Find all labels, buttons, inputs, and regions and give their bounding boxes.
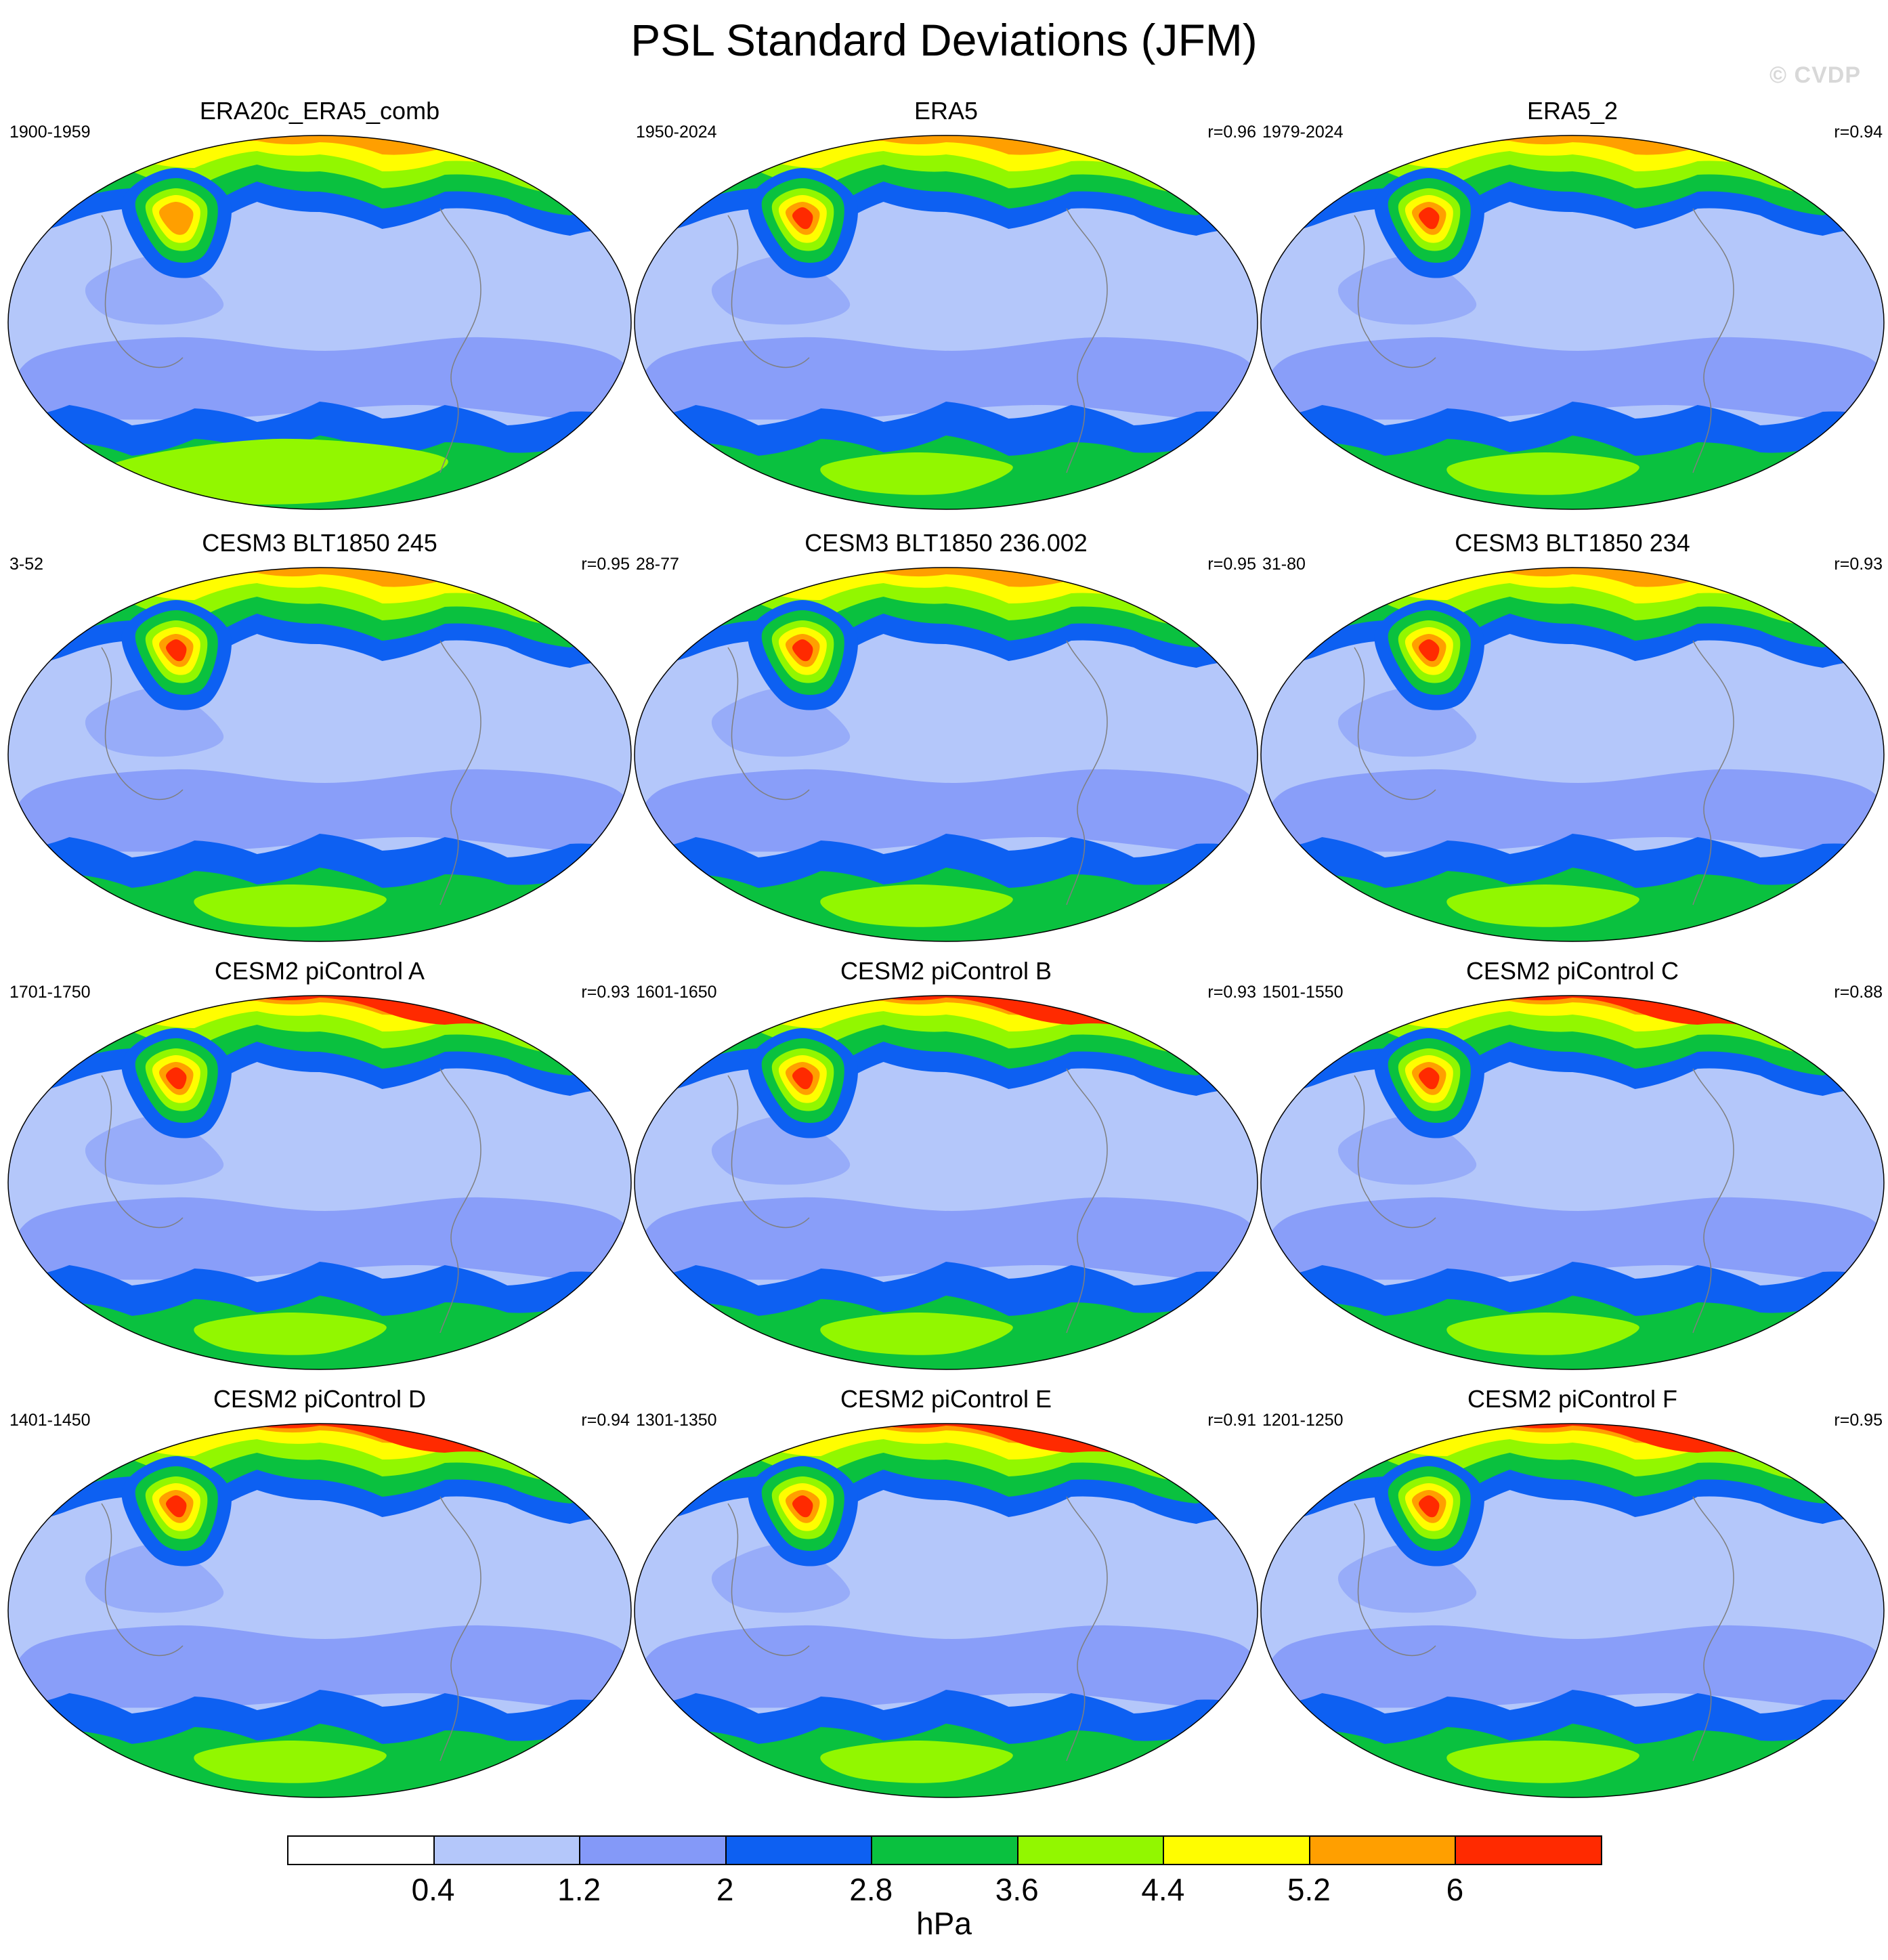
panel-period: 1401-1450 <box>9 1411 91 1430</box>
colorbar-tick-label: 5.2 <box>1287 1872 1331 1907</box>
colorbar-tick-label: 3.6 <box>995 1872 1039 1907</box>
psl-stddev-map <box>634 1423 1258 1798</box>
figure-title: PSL Standard Deviations (JFM) <box>630 15 1258 65</box>
panel-title: ERA5_2 <box>1526 97 1618 125</box>
colorbar <box>287 1835 1602 1868</box>
psl-stddev-map <box>1260 995 1885 1370</box>
panel-title: CESM2 piControl A <box>214 957 425 985</box>
colorbar-tick-label: 1.2 <box>557 1872 601 1907</box>
map-panel: CESM2 piControl E 1301-1350 r=0.91 <box>633 1384 1259 1799</box>
panel-title: CESM2 piControl C <box>1465 957 1679 985</box>
panel-period: 1501-1550 <box>1262 983 1344 1002</box>
panel-title: ERA20c_ERA5_comb <box>199 97 440 125</box>
psl-stddev-map <box>1260 1423 1885 1798</box>
psl-stddev-map <box>634 135 1258 510</box>
colorbar-box <box>1455 1835 1602 1865</box>
colorbar-box <box>579 1835 727 1865</box>
panel-period: 1900-1959 <box>9 123 91 142</box>
colorbar-box <box>1163 1835 1310 1865</box>
pattern-correlation: r=0.93 <box>1207 983 1256 1002</box>
colorbar-tick-label: 2.8 <box>849 1872 893 1907</box>
colorbar-box <box>871 1835 1018 1865</box>
colorbar-tick-label: 4.4 <box>1141 1872 1185 1907</box>
psl-stddev-map <box>7 135 632 510</box>
panel-period: 1979-2024 <box>1262 123 1344 142</box>
panel-title: CESM2 piControl D <box>213 1385 427 1413</box>
panel-period: 1301-1350 <box>636 1411 717 1430</box>
colorbar-units: hPa <box>916 1906 972 1941</box>
map-panel: CESM2 piControl C 1501-1550 r=0.88 <box>1260 956 1885 1371</box>
panel-title: ERA5 <box>914 97 979 125</box>
colorbar-tick-label: 0.4 <box>411 1872 455 1907</box>
pattern-correlation: r=0.88 <box>1834 983 1883 1002</box>
colorbar-box <box>1016 1835 1165 1865</box>
psl-stddev-map <box>634 995 1258 1370</box>
panel-title: CESM2 piControl F <box>1467 1385 1678 1413</box>
colorbar-tick-label: 2 <box>716 1872 734 1907</box>
pattern-correlation: r=0.96 <box>1207 123 1256 142</box>
cvdp-watermark: © CVDP <box>1769 62 1861 88</box>
map-panel: CESM3 BLT1850 236.002 28-77 r=0.95 <box>633 528 1259 943</box>
colorbar-box <box>287 1835 435 1865</box>
pattern-correlation: r=0.94 <box>581 1411 630 1430</box>
map-panel: ERA5 1950-2024 r=0.96 <box>633 96 1259 511</box>
panel-period: 1701-1750 <box>9 983 91 1002</box>
panel-title: CESM2 piControl B <box>840 957 1052 985</box>
colorbar-box <box>725 1835 873 1865</box>
psl-stddev-map <box>1260 135 1885 510</box>
map-panel: CESM2 piControl A 1701-1750 r=0.93 <box>7 956 632 1371</box>
pattern-correlation: r=0.95 <box>1207 555 1256 574</box>
map-panel: CESM3 BLT1850 234 31-80 r=0.93 <box>1260 528 1885 943</box>
panel-title: CESM3 BLT1850 234 <box>1455 529 1690 557</box>
colorbar-box <box>433 1835 581 1865</box>
psl-stddev-map <box>7 995 632 1370</box>
panel-period: 1201-1250 <box>1262 1411 1344 1430</box>
panel-title: CESM3 BLT1850 236.002 <box>804 529 1088 557</box>
panel-period: 3-52 <box>9 555 44 574</box>
pattern-correlation: r=0.93 <box>581 983 630 1002</box>
colorbar-tick-label: 6 <box>1446 1872 1464 1907</box>
panel-period: 28-77 <box>636 555 679 574</box>
panel-title: CESM3 BLT1850 245 <box>202 529 437 557</box>
pattern-correlation: r=0.91 <box>1207 1411 1256 1430</box>
map-panel: CESM3 BLT1850 245 3-52 r=0.95 <box>7 528 632 943</box>
panel-period: 31-80 <box>1262 555 1306 574</box>
map-panel: CESM2 piControl B 1601-1650 r=0.93 <box>633 956 1259 1371</box>
psl-stddev-map <box>7 567 632 942</box>
map-panel: CESM2 piControl D 1401-1450 r=0.94 <box>7 1384 632 1799</box>
panel-period: 1601-1650 <box>636 983 717 1002</box>
colorbar-box <box>1308 1835 1457 1865</box>
map-panel: ERA20c_ERA5_comb 1900-1959 <box>7 96 632 511</box>
psl-stddev-map <box>7 1423 632 1798</box>
psl-stddev-map <box>634 567 1258 942</box>
pattern-correlation: r=0.93 <box>1834 555 1883 574</box>
pattern-correlation: r=0.94 <box>1834 123 1883 142</box>
panel-title: CESM2 piControl E <box>840 1385 1052 1413</box>
pattern-correlation: r=0.95 <box>581 555 630 574</box>
pattern-correlation: r=0.95 <box>1834 1411 1883 1430</box>
psl-stddev-map <box>1260 567 1885 942</box>
map-panel: CESM2 piControl F 1201-1250 r=0.95 <box>1260 1384 1885 1799</box>
map-panel: ERA5_2 1979-2024 r=0.94 <box>1260 96 1885 511</box>
panel-period: 1950-2024 <box>636 123 717 142</box>
